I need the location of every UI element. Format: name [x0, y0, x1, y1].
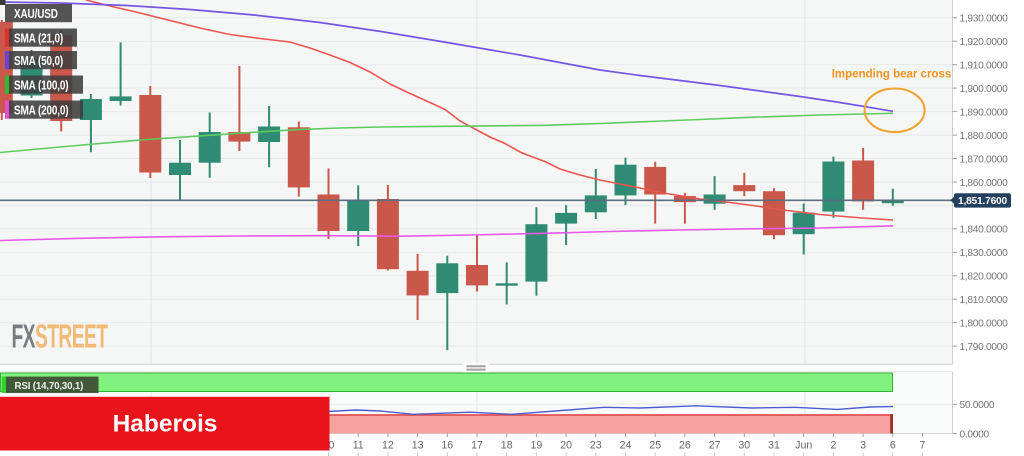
svg-text:1,800.0000: 1,800.0000: [960, 318, 1009, 329]
svg-text:30: 30: [738, 440, 750, 452]
svg-text:Haberois: Haberois: [113, 411, 218, 438]
svg-text:SMA (200,0): SMA (200,0): [14, 104, 69, 117]
svg-text:1,920.0000: 1,920.0000: [960, 37, 1009, 48]
svg-text:1,860.0000: 1,860.0000: [960, 178, 1009, 189]
svg-text:SMA (100,0): SMA (100,0): [14, 79, 69, 92]
svg-text:0.0000: 0.0000: [960, 429, 990, 440]
svg-text:13: 13: [412, 440, 424, 452]
svg-text:6: 6: [890, 440, 896, 452]
svg-text:1,840.0000: 1,840.0000: [960, 225, 1009, 236]
svg-text:Impending bear cross: Impending bear cross: [832, 69, 952, 81]
svg-text:31: 31: [768, 440, 780, 452]
svg-text:1,870.0000: 1,870.0000: [960, 154, 1009, 165]
svg-text:1,820.0000: 1,820.0000: [960, 272, 1009, 283]
svg-text:16: 16: [441, 440, 453, 452]
svg-text:7: 7: [920, 440, 926, 452]
svg-text:1,900.0000: 1,900.0000: [960, 84, 1009, 95]
svg-text:19: 19: [531, 440, 543, 452]
svg-text:1,790.0000: 1,790.0000: [960, 342, 1009, 353]
svg-text:1,910.0000: 1,910.0000: [960, 61, 1009, 72]
svg-text:50.0000: 50.0000: [960, 400, 995, 411]
svg-text:26: 26: [679, 440, 691, 452]
svg-text:1,810.0000: 1,810.0000: [960, 295, 1009, 306]
svg-text:1,930.0000: 1,930.0000: [960, 14, 1009, 25]
svg-text:3: 3: [860, 440, 866, 452]
svg-text:SMA (21,0): SMA (21,0): [14, 32, 63, 45]
svg-text:1,890.0000: 1,890.0000: [960, 107, 1009, 118]
svg-text:FXSTREET: FXSTREET: [12, 317, 109, 355]
svg-text:20: 20: [560, 440, 572, 452]
svg-text:23: 23: [590, 440, 602, 452]
svg-text:25: 25: [649, 440, 661, 452]
svg-text:XAU/USD: XAU/USD: [14, 8, 58, 21]
svg-text:1,851.7600: 1,851.7600: [958, 196, 1008, 207]
svg-text:2: 2: [830, 440, 836, 452]
svg-text:18: 18: [501, 440, 513, 452]
svg-text:17: 17: [471, 440, 483, 452]
svg-text:RSI (14,70,30,1): RSI (14,70,30,1): [15, 381, 84, 392]
svg-text:11: 11: [353, 440, 364, 452]
svg-text:24: 24: [620, 440, 632, 452]
svg-text:1,830.0000: 1,830.0000: [960, 248, 1009, 259]
svg-text:SMA (50,0): SMA (50,0): [14, 55, 63, 68]
svg-text:Jun: Jun: [795, 440, 812, 452]
svg-text:12: 12: [382, 440, 394, 452]
svg-text:27: 27: [709, 440, 721, 452]
svg-text:1,880.0000: 1,880.0000: [960, 131, 1009, 142]
